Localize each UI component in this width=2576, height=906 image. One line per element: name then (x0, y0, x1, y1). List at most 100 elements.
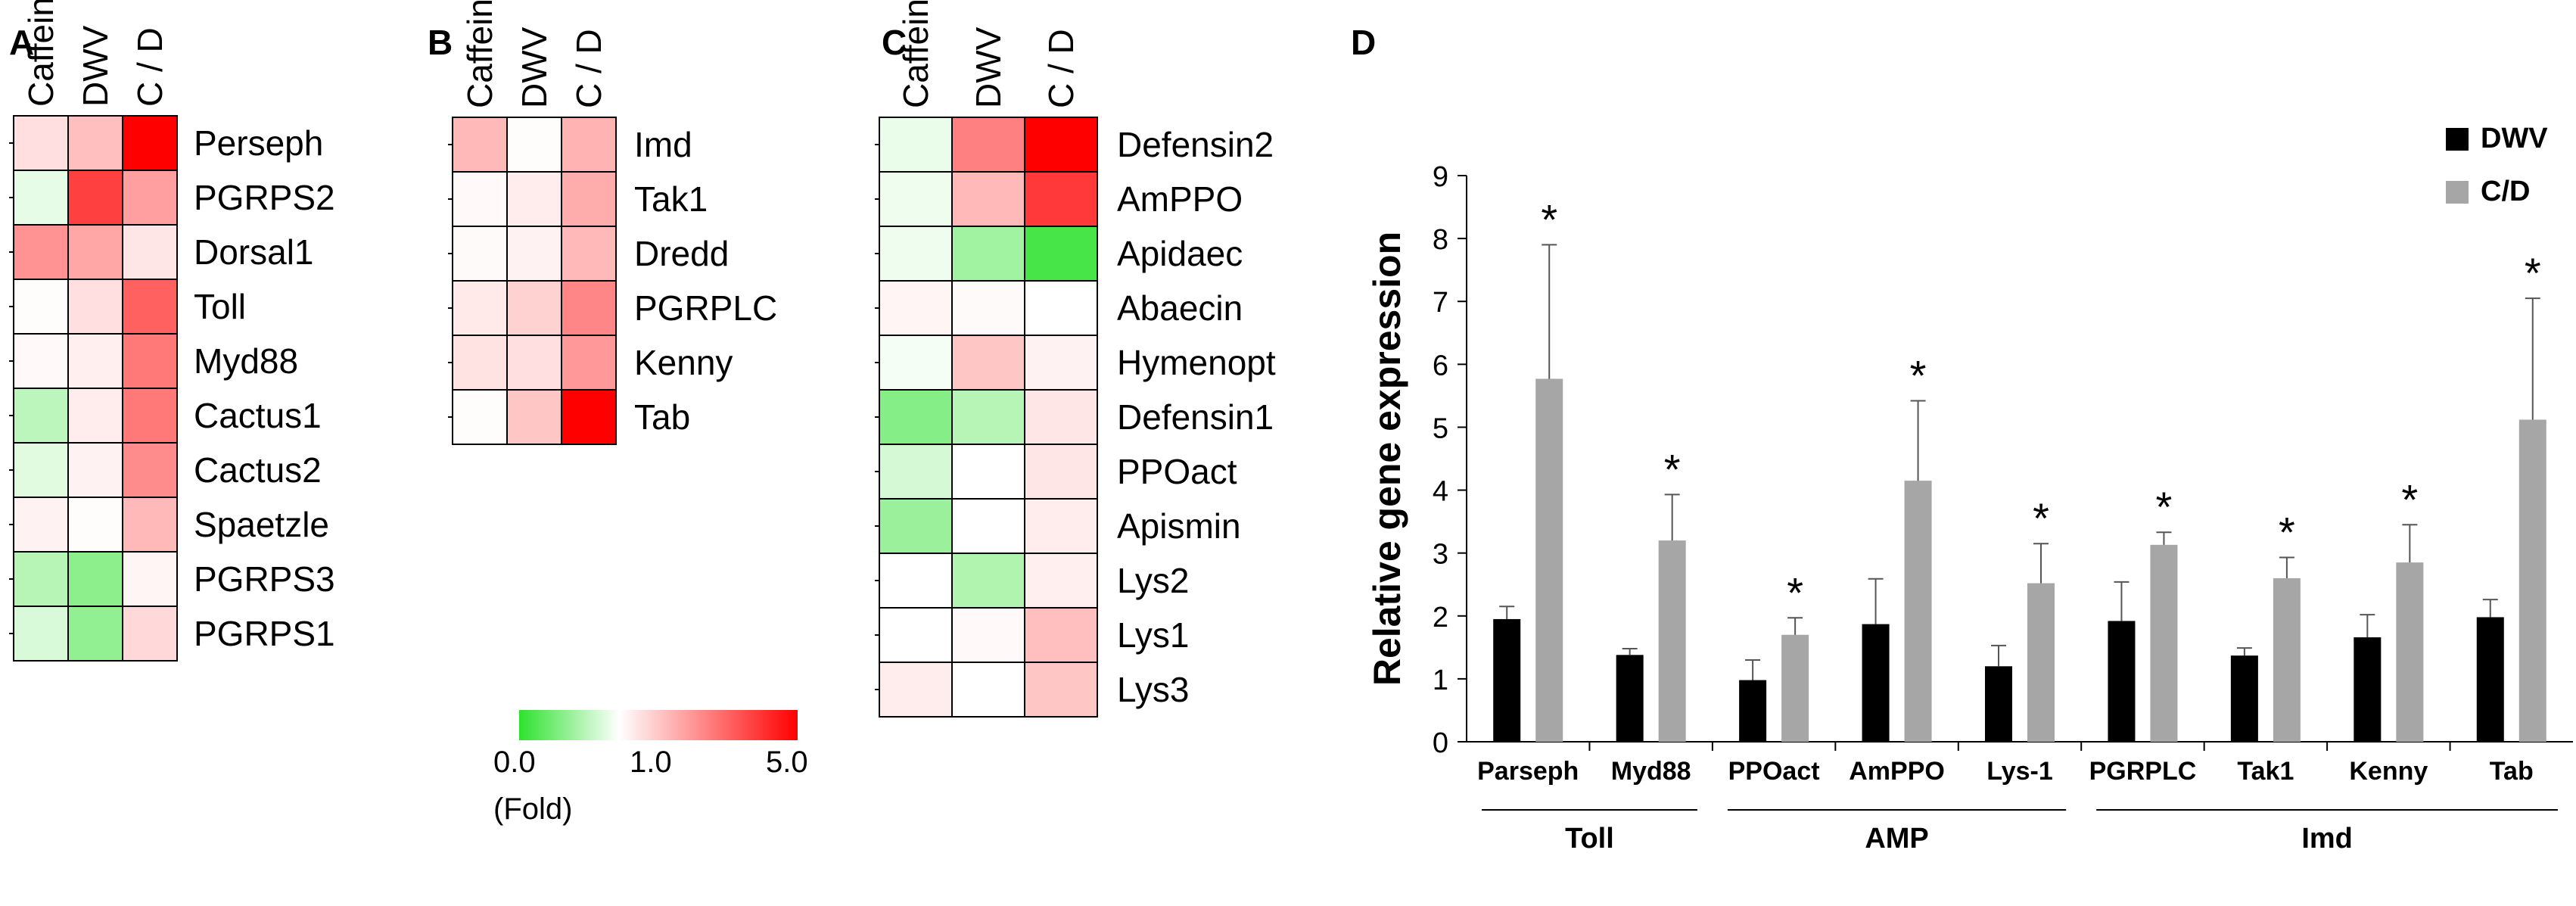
heatmap-cell (1024, 171, 1098, 227)
heatmap-column-label: DWV (969, 26, 1008, 108)
heatmap-row-label: Cactus1 (194, 396, 322, 435)
heatmap-cell (951, 171, 1025, 227)
bar-dwv (1493, 618, 1521, 742)
heatmap-cell (951, 226, 1025, 282)
heatmap-cell (951, 498, 1025, 554)
heatmap-cell (122, 497, 178, 553)
heatmap-cell (561, 226, 617, 282)
significance-marker: * (1664, 445, 1681, 493)
group-label: AMP (1865, 823, 1928, 855)
heatmap-cell (1024, 607, 1098, 663)
color-scale-max-label: 5.0 (766, 746, 808, 779)
heatmap-c: Caffeine DWV C / D Defensin2 AmPPO Apidaec Aba… (875, 0, 1276, 718)
legend-swatch (2446, 128, 2469, 151)
heatmap-cell (951, 444, 1025, 500)
heatmap-row-label: Imd (634, 125, 692, 164)
heatmap-cell (506, 226, 562, 282)
color-scale: 0.0 1.0 5.0 (Fold) (493, 710, 808, 826)
y-tick-label: 0 (1433, 727, 1448, 759)
panel-label-c: C (882, 23, 907, 62)
heatmap-cell (13, 115, 69, 171)
significance-marker: * (1787, 568, 1803, 616)
heatmap-cell (879, 335, 953, 391)
bar-cd (1904, 481, 1932, 742)
heatmap-cell (67, 333, 123, 389)
significance-marker: * (2033, 494, 2049, 542)
heatmap-cell (452, 280, 508, 336)
y-tick-label: 6 (1433, 350, 1448, 381)
heatmap-cell (561, 280, 617, 336)
heatmap-row-label: PGRPS2 (194, 178, 335, 217)
heatmap-cell (13, 606, 69, 662)
heatmap-cell (452, 389, 508, 445)
heatmap-row-label: Tak1 (634, 179, 708, 219)
heatmap-row-label: Hymenopt (1117, 343, 1276, 382)
bar-chart-d: 0 1 2 3 4 5 6 7 8 9 Relative gene expression * Parse… (1366, 123, 2573, 855)
panel-label-b: B (428, 23, 453, 62)
heatmap-cell (122, 170, 178, 226)
heatmap-cell (879, 226, 953, 282)
color-scale-caption: (Fold) (493, 792, 572, 826)
group-label: Imd (2301, 823, 2353, 855)
bar-cd (2150, 544, 2178, 742)
x-tick-label: PGRPLC (2089, 757, 2197, 786)
heatmap-cell (561, 117, 617, 173)
heatmap-row-label: PPOact (1117, 452, 1237, 491)
y-tick-label: 5 (1433, 413, 1448, 444)
heatmap-row-label: Defensin1 (1117, 397, 1274, 437)
heatmap-cell (67, 170, 123, 226)
heatmap-row-label: Abaecin (1117, 288, 1243, 328)
heatmap-cell (13, 279, 69, 335)
y-tick-label: 2 (1433, 602, 1448, 634)
heatmap-cell (561, 335, 617, 391)
heatmap-row-label: PGRPS3 (194, 559, 335, 599)
x-tick-label: PPOact (1728, 757, 1820, 786)
heatmap-row-label: Spaetzle (194, 505, 329, 544)
legend-swatch (2446, 181, 2469, 204)
heatmap-cell (452, 117, 508, 173)
bar-cd (1535, 378, 1563, 742)
bar-dwv (1985, 666, 2012, 742)
heatmap-cell (452, 171, 508, 227)
heatmap-row-label: PGRPS1 (194, 614, 335, 653)
heatmap-row-label: Toll (194, 287, 246, 326)
bar-dwv (1739, 680, 1767, 742)
heatmap-cell (506, 280, 562, 336)
heatmap-cell (67, 388, 123, 444)
heatmap-cell (1024, 444, 1098, 500)
bar-cd (2027, 583, 2055, 742)
y-tick-label: 9 (1433, 161, 1448, 193)
heatmap-row-label: Lys3 (1117, 670, 1189, 709)
heatmap-cell (1024, 389, 1098, 445)
heatmap-row-label: Lys2 (1117, 561, 1189, 600)
heatmap-cell (452, 226, 508, 282)
heatmap-column-label: C / D (130, 27, 170, 107)
heatmap-cell (122, 224, 178, 280)
heatmap-row-label: Cactus2 (194, 450, 322, 490)
heatmap-cell (122, 388, 178, 444)
bar-dwv (2108, 621, 2136, 742)
heatmap-cell (879, 553, 953, 609)
heatmap-cell (13, 224, 69, 280)
heatmap-cell (122, 333, 178, 389)
heatmap-cell (13, 497, 69, 553)
heatmap-cell (1024, 280, 1098, 336)
heatmap-cell (1024, 498, 1098, 554)
heatmap-cell (879, 662, 953, 718)
heatmap-cell (879, 117, 953, 173)
heatmap-column-label: DWV (76, 25, 115, 107)
x-tick-label: Tak1 (2237, 757, 2294, 786)
bar-cd (1781, 634, 1809, 742)
heatmap-cell (1024, 553, 1098, 609)
heatmap-cell (506, 389, 562, 445)
heatmap-row-label: Defensin2 (1117, 125, 1274, 164)
heatmap-cell (67, 497, 123, 553)
color-scale-mid-label: 1.0 (630, 746, 672, 779)
x-tick-label: Lys-1 (1986, 757, 2053, 786)
heatmap-column-label: Caffeine (460, 0, 499, 108)
heatmap-b: Caffeine DWV C / D Imd Tak1 Dredd PGRPLC Kenny T… (448, 0, 777, 445)
bar-dwv (2230, 655, 2258, 742)
heatmap-cell (13, 333, 69, 389)
heatmap-row-label: Apidaec (1117, 234, 1243, 273)
heatmap-row-label: Tab (634, 397, 690, 437)
